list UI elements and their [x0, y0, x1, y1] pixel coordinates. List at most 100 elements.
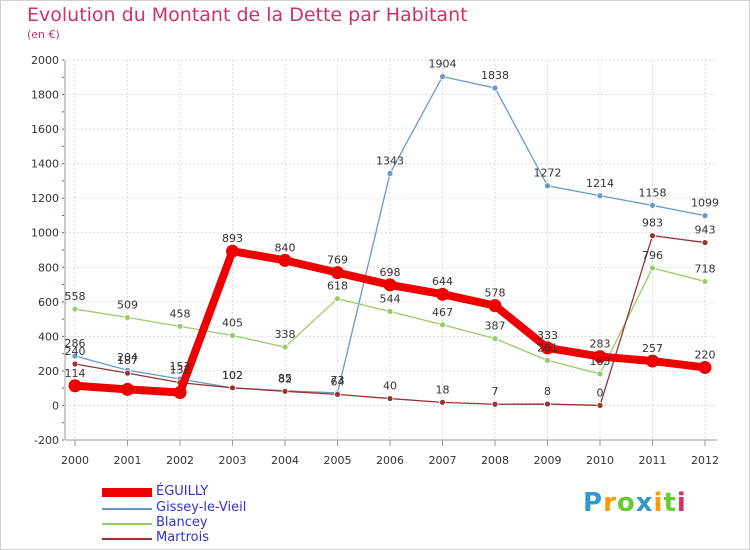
y-tick-label: 1400: [31, 158, 59, 171]
data-label: 387: [485, 320, 506, 333]
data-label: 769: [327, 254, 348, 267]
data-label: 333: [537, 329, 558, 342]
data-point: [281, 343, 289, 351]
data-label: 73: [331, 374, 345, 387]
series-layer: [68, 73, 712, 409]
data-label: 257: [642, 342, 663, 355]
data-label: 183: [590, 355, 611, 368]
y-tick-label: 800: [38, 261, 59, 274]
logo-letter: r: [603, 488, 617, 518]
data-point: [334, 295, 341, 303]
data-point: [386, 308, 394, 315]
data-label: 40: [383, 380, 397, 393]
data-point: [596, 192, 604, 200]
data-label: 220: [695, 348, 716, 361]
data-point: [176, 322, 184, 330]
data-label: 578: [485, 287, 506, 300]
axes: -200020040060080010001200140016001800200…: [31, 54, 719, 467]
legend-swatch-eguilly: [102, 488, 152, 497]
y-tick-label: 2000: [31, 54, 59, 67]
data-label: 132: [170, 364, 191, 377]
x-tick-label: 2007: [429, 454, 457, 467]
x-tick-label: 2006: [376, 454, 404, 467]
data-point: [124, 369, 131, 377]
x-tick-label: 2001: [114, 454, 142, 467]
data-point: [488, 299, 502, 313]
data-label: 467: [432, 306, 453, 319]
data-label: 558: [65, 290, 86, 303]
data-label: 286: [65, 337, 86, 350]
data-point: [71, 352, 79, 360]
x-tick-label: 2010: [586, 454, 614, 467]
x-tick-label: 2002: [166, 454, 194, 467]
data-label: 1272: [534, 167, 562, 180]
data-point: [649, 264, 656, 272]
data-point: [593, 350, 607, 364]
data-point: [701, 239, 709, 246]
data-point: [439, 398, 446, 406]
data-point: [491, 400, 499, 408]
data-label: 7: [492, 385, 499, 398]
legend-swatch-blancey: [102, 523, 152, 525]
data-point: [701, 278, 709, 285]
data-label: 698: [380, 266, 401, 279]
data-label: 0: [597, 386, 604, 399]
data-point: [491, 84, 499, 92]
data-point: [383, 278, 397, 292]
logo-letter: t: [663, 488, 677, 518]
data-point: [596, 402, 604, 409]
data-label: 893: [222, 232, 243, 245]
legend-label-blancey: Blancey: [156, 515, 208, 530]
data-label: 85: [278, 372, 292, 385]
legend-label-martrois: Martrois: [156, 530, 210, 545]
data-point: [71, 360, 79, 368]
data-point: [544, 182, 551, 190]
chart-subtitle: (en €): [27, 28, 60, 41]
data-point: [436, 287, 449, 301]
data-point: [386, 170, 394, 177]
y-tick-label: 200: [38, 365, 59, 378]
data-label: 18: [436, 383, 450, 396]
data-label: 1838: [481, 69, 509, 82]
data-point: [334, 390, 341, 398]
logo-letter: i: [653, 488, 664, 518]
data-label: 718: [695, 262, 716, 275]
data-point: [439, 73, 446, 80]
y-tick-label: -200: [34, 434, 59, 447]
data-point: [124, 314, 131, 321]
data-point: [229, 384, 236, 392]
data-point: [646, 354, 659, 368]
data-point: [649, 232, 656, 240]
legend-label-gissey: Gissey-le-Vieil: [156, 500, 247, 515]
x-tick-label: 2003: [219, 454, 247, 467]
data-label: 1904: [429, 58, 457, 71]
legend-label-eguilly: ÉGUILLY: [156, 484, 209, 499]
x-tick-label: 2009: [534, 454, 562, 467]
data-point: [229, 332, 236, 339]
data-point: [226, 244, 239, 258]
logo-letter: o: [616, 488, 636, 518]
data-label: 153: [170, 360, 191, 373]
data-label: 458: [170, 307, 191, 320]
data-point: [701, 212, 709, 220]
data-label: 338: [275, 328, 296, 341]
data-point: [544, 356, 551, 364]
data-point: [281, 387, 289, 395]
y-tick-label: 1600: [31, 123, 59, 136]
data-label: 261: [537, 341, 558, 354]
data-label: 644: [432, 275, 453, 288]
data-label: 64: [331, 375, 345, 388]
data-point: [596, 370, 604, 378]
y-tick-label: 1800: [31, 89, 59, 102]
data-label: 840: [275, 241, 296, 254]
chart-title: Evolution du Montant de la Dette par Hab…: [27, 4, 468, 26]
data-label: 509: [117, 299, 138, 312]
proxiti-logo: Proxiti: [583, 488, 687, 518]
data-point: [71, 305, 79, 313]
y-tick-label: 600: [38, 296, 59, 309]
y-tick-label: 0: [52, 399, 59, 412]
data-point: [68, 379, 82, 393]
data-point: [541, 341, 554, 355]
